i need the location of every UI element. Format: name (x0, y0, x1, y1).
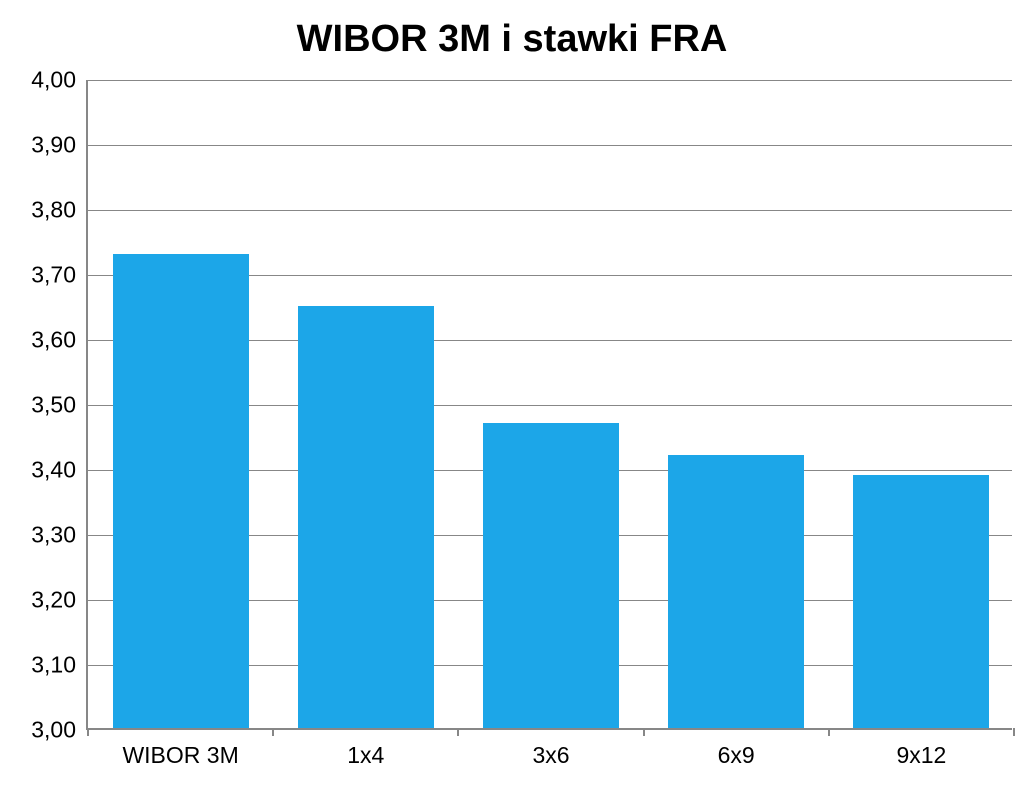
bar (483, 423, 619, 729)
gridline (88, 80, 1012, 81)
gridline (88, 145, 1012, 146)
x-tick-mark (87, 728, 89, 736)
y-tick-label: 3,20 (31, 587, 76, 614)
x-tick-mark (828, 728, 830, 736)
x-tick-label: 3x6 (532, 742, 569, 769)
y-tick-label: 3,90 (31, 132, 76, 159)
y-tick-label: 3,60 (31, 327, 76, 354)
plot-area: 3,003,103,203,303,403,503,603,703,803,90… (86, 80, 1012, 730)
x-tick-label: 6x9 (718, 742, 755, 769)
bar (668, 455, 804, 728)
y-tick-label: 3,10 (31, 652, 76, 679)
y-tick-label: 3,50 (31, 392, 76, 419)
bar (853, 475, 989, 729)
y-tick-label: 3,70 (31, 262, 76, 289)
chart-title: WIBOR 3M i stawki FRA (0, 18, 1024, 61)
bar (113, 254, 249, 729)
x-tick-label: 1x4 (347, 742, 384, 769)
y-tick-label: 3,30 (31, 522, 76, 549)
x-tick-label: 9x12 (896, 742, 946, 769)
x-tick-mark (457, 728, 459, 736)
y-tick-label: 3,80 (31, 197, 76, 224)
gridline (88, 210, 1012, 211)
x-tick-label: WIBOR 3M (122, 742, 238, 769)
y-tick-label: 4,00 (31, 67, 76, 94)
y-tick-label: 3,00 (31, 717, 76, 744)
x-tick-mark (272, 728, 274, 736)
y-tick-label: 3,40 (31, 457, 76, 484)
chart-container: WIBOR 3M i stawki FRA 3,003,103,203,303,… (0, 0, 1024, 791)
bar (298, 306, 434, 729)
x-tick-mark (643, 728, 645, 736)
x-tick-mark (1013, 728, 1015, 736)
